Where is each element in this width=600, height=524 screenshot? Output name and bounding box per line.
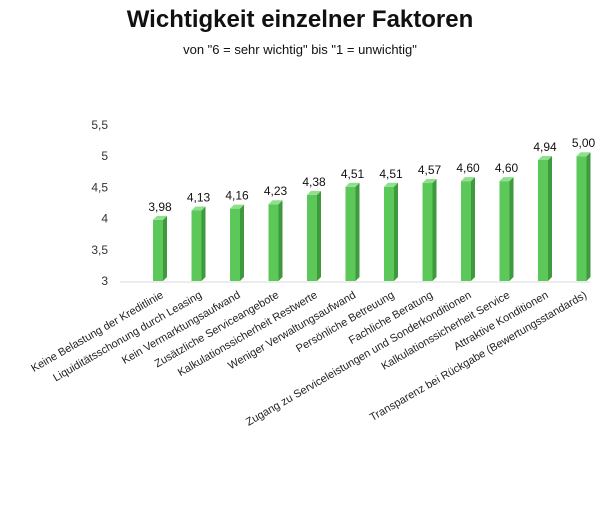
bar-front [345, 186, 356, 281]
bar [153, 215, 167, 281]
bar-top [191, 206, 206, 211]
bar-side [317, 190, 321, 281]
bar [538, 155, 552, 281]
bar-top [499, 177, 514, 182]
data-label: 4,51 [379, 167, 403, 181]
bar-front [499, 181, 510, 281]
data-label: 4,23 [264, 184, 288, 198]
bar-side [201, 206, 206, 281]
bar-side [355, 182, 360, 281]
bar [384, 182, 398, 281]
data-label: 3,98 [148, 200, 172, 214]
bar-front [538, 159, 548, 281]
bar-front [153, 219, 163, 281]
data-label: 4,60 [456, 161, 480, 175]
data-label: 4,94 [533, 140, 557, 154]
bar [576, 152, 591, 281]
bar-top [538, 155, 552, 160]
y-tick-label: 4 [101, 212, 108, 226]
bar-front [230, 208, 240, 281]
bar-top [230, 204, 244, 209]
bar-front [422, 183, 433, 281]
y-tick-label: 3 [101, 274, 108, 288]
bar-top [576, 152, 591, 157]
data-label: 4,51 [341, 167, 365, 181]
bar-top [307, 190, 321, 195]
y-tick-label: 4,5 [91, 180, 108, 194]
data-label: 4,57 [418, 163, 442, 177]
bar-front [461, 181, 471, 281]
data-label: 5,00 [572, 136, 596, 150]
bar-side [394, 182, 398, 281]
bar-side [432, 179, 437, 281]
y-tick-label: 5 [101, 149, 108, 163]
bar-side [586, 152, 591, 281]
bar-side [278, 200, 283, 281]
bar-front [576, 156, 587, 281]
chart-title: Wichtigkeit einzelner Faktoren [126, 6, 474, 33]
chart-subtitle: von "6 = sehr wichtig" bis "1 = unwichti… [183, 42, 417, 57]
bar-top [345, 182, 360, 187]
bar-front [384, 186, 394, 281]
bar-front [307, 194, 317, 281]
data-label: 4,60 [495, 161, 519, 175]
bar-top [153, 215, 167, 220]
bar-top [422, 179, 437, 184]
bar [499, 177, 514, 281]
bar-top [384, 182, 398, 187]
data-label: 4,16 [225, 189, 249, 203]
bar-top [461, 177, 475, 182]
bar [461, 177, 475, 281]
bar [191, 206, 206, 281]
bar [230, 204, 244, 281]
bar [268, 200, 283, 281]
bar-side [163, 215, 167, 281]
data-label: 4,38 [302, 175, 326, 189]
bar-side [548, 155, 552, 281]
data-label: 4,13 [187, 190, 211, 204]
bar-side [471, 177, 475, 281]
bar-side [240, 204, 244, 281]
bar-front [268, 204, 279, 281]
y-tick-label: 5,5 [91, 118, 108, 132]
bar-side [509, 177, 514, 281]
bar-top [268, 200, 283, 205]
y-tick-label: 3,5 [91, 243, 108, 257]
bar-front [191, 210, 202, 281]
bar [345, 182, 360, 281]
bar [307, 190, 321, 281]
bar [422, 179, 437, 281]
